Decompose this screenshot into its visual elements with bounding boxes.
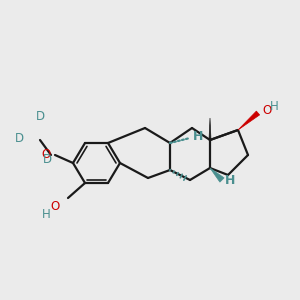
Text: H: H (225, 173, 236, 187)
Polygon shape (238, 111, 260, 130)
Text: D: D (43, 153, 52, 166)
Text: D: D (35, 110, 45, 123)
Polygon shape (210, 168, 224, 182)
Text: H: H (193, 130, 203, 142)
Text: D: D (15, 131, 24, 145)
Text: H: H (42, 208, 50, 220)
Text: O: O (50, 200, 60, 214)
Text: H: H (270, 100, 279, 112)
Polygon shape (209, 118, 211, 140)
Text: O: O (42, 148, 51, 161)
Text: O: O (262, 103, 271, 116)
